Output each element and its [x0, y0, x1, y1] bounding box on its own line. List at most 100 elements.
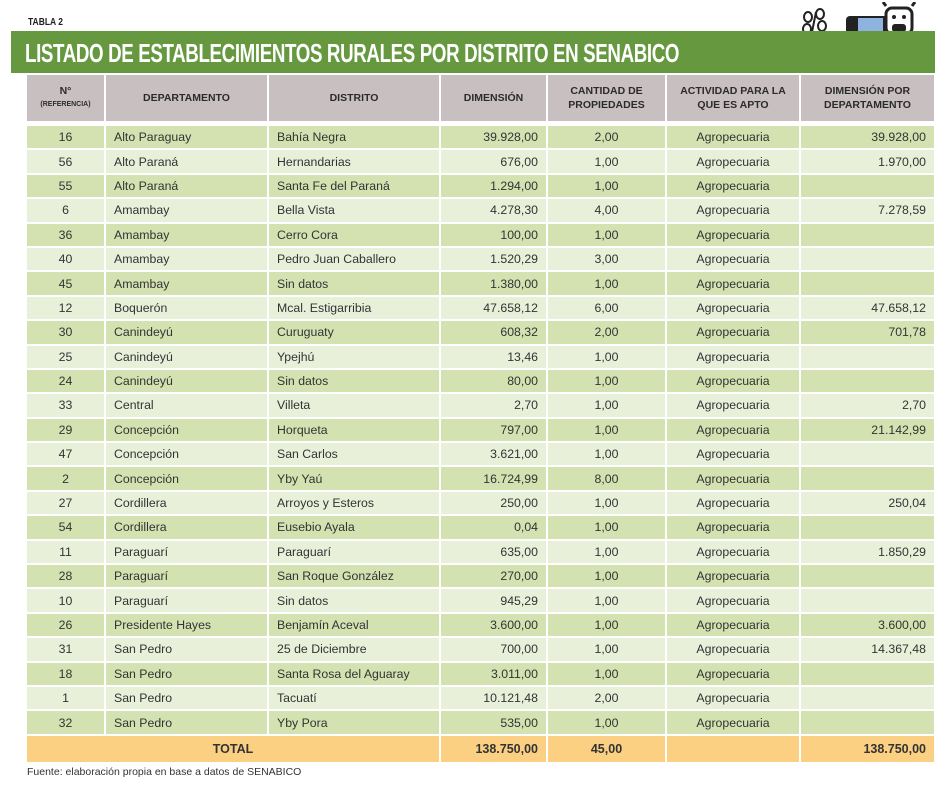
- cell-dimension: 2,70: [440, 392, 548, 418]
- cell-ref-number: 27: [27, 489, 106, 516]
- cell-dim-depto: [800, 245, 936, 272]
- cell-actividad: Agropecuaria: [666, 221, 801, 247]
- cell-actividad: Agropecuaria: [666, 392, 801, 418]
- table-label: TABLA 2: [28, 17, 63, 28]
- cell-ref-number: 54: [27, 514, 106, 540]
- cell-ref-number: 1: [27, 684, 106, 711]
- cell-dim-depto: [800, 270, 936, 296]
- cell-dimension: 3.011,00: [440, 660, 548, 686]
- cell-dim-depto: [800, 367, 936, 394]
- cell-actividad: Agropecuaria: [666, 563, 801, 589]
- cell-departamento: Cordillera: [105, 489, 269, 516]
- cell-cantidad: 1,00: [547, 221, 667, 247]
- cell-dimension: 47.658,12: [440, 294, 548, 321]
- cell-actividad: Agropecuaria: [666, 245, 801, 272]
- cell-dimension: 250,00: [440, 489, 548, 516]
- cell-dimension: 10.121,48: [440, 684, 548, 711]
- table-row: 30 Canindeyú Curuguaty 608,32 2,00 Agropecuar…: [27, 319, 936, 345]
- total-empty: [666, 733, 801, 762]
- cell-dim-depto: [800, 172, 936, 199]
- cell-cantidad: 1,00: [547, 660, 667, 686]
- cell-dimension: 535,00: [440, 709, 548, 735]
- cell-dimension: 797,00: [440, 416, 548, 443]
- cell-actividad: Agropecuaria: [666, 123, 801, 150]
- cell-dim-depto: 47.658,12: [800, 294, 936, 321]
- cell-actividad: Agropecuaria: [666, 684, 801, 711]
- cell-departamento: Concepción: [105, 465, 269, 491]
- cell-ref-number: 25: [27, 343, 106, 369]
- cell-distrito: Sin datos: [268, 270, 441, 296]
- cell-distrito: Benjamín Aceval: [268, 611, 441, 638]
- table-row: 55 Alto Paraná Santa Fe del Paraná 1.294,00…: [27, 172, 936, 199]
- cell-actividad: Agropecuaria: [666, 538, 801, 565]
- cell-distrito: San Carlos: [268, 441, 441, 467]
- cell-cantidad: 2,00: [547, 319, 667, 345]
- cell-dimension: 3.600,00: [440, 611, 548, 638]
- cell-actividad: Agropecuaria: [666, 489, 801, 516]
- cell-cantidad: 1,00: [547, 441, 667, 467]
- cell-cantidad: 1,00: [547, 416, 667, 443]
- table-row: 56 Alto Paraná Hernandarias 676,00 1,00 Agrop…: [27, 148, 936, 174]
- cell-actividad: Agropecuaria: [666, 514, 801, 540]
- header-distrito: DISTRITO: [268, 75, 441, 121]
- title-banner: LISTADO DE ESTABLECIMIENTOS RURALES POR …: [11, 31, 935, 73]
- cell-dim-depto: 1.850,29: [800, 538, 936, 565]
- cell-dim-depto: 39.928,00: [800, 123, 936, 150]
- cell-actividad: Agropecuaria: [666, 709, 801, 735]
- cell-distrito: Villeta: [268, 392, 441, 418]
- cell-departamento: San Pedro: [105, 660, 269, 686]
- cell-actividad: Agropecuaria: [666, 270, 801, 296]
- establishments-table: N° (REFERENCIA) DEPARTAMENTO DISTRITO DIM…: [27, 75, 936, 762]
- source-note: Fuente: elaboración propia en base a dat…: [27, 766, 302, 778]
- cell-cantidad: 1,00: [547, 538, 667, 565]
- cell-departamento: Amambay: [105, 221, 269, 247]
- cell-ref-number: 47: [27, 441, 106, 467]
- cell-cantidad: 1,00: [547, 343, 667, 369]
- total-dimension: 138.750,00: [440, 733, 548, 762]
- cell-dim-depto: 701,78: [800, 319, 936, 345]
- cell-distrito: Yby Pora: [268, 709, 441, 735]
- cell-actividad: Agropecuaria: [666, 611, 801, 638]
- cell-dimension: 270,00: [440, 563, 548, 589]
- header-n: N° (REFERENCIA): [27, 75, 106, 121]
- cell-departamento: Concepción: [105, 416, 269, 443]
- cell-departamento: Alto Paraguay: [105, 123, 269, 150]
- cell-actividad: Agropecuaria: [666, 587, 801, 613]
- cell-distrito: Bahía Negra: [268, 123, 441, 150]
- cell-cantidad: 1,00: [547, 148, 667, 174]
- cell-dimension: 13,46: [440, 343, 548, 369]
- cell-cantidad: 1,00: [547, 587, 667, 613]
- cell-departamento: Alto Paraná: [105, 172, 269, 199]
- cell-ref-number: 18: [27, 660, 106, 686]
- cell-actividad: Agropecuaria: [666, 148, 801, 174]
- cell-departamento: Paraguarí: [105, 587, 269, 613]
- cell-departamento: Canindeyú: [105, 343, 269, 369]
- cell-departamento: Presidente Hayes: [105, 611, 269, 638]
- cell-distrito: Sin datos: [268, 587, 441, 613]
- cell-departamento: San Pedro: [105, 684, 269, 711]
- cell-cantidad: 1,00: [547, 172, 667, 199]
- cell-cantidad: 1,00: [547, 367, 667, 394]
- cell-dim-depto: 1.970,00: [800, 148, 936, 174]
- cell-ref-number: 31: [27, 636, 106, 662]
- cell-actividad: Agropecuaria: [666, 441, 801, 467]
- cell-distrito: Eusebio Ayala: [268, 514, 441, 540]
- cell-actividad: Agropecuaria: [666, 319, 801, 345]
- cell-departamento: Amambay: [105, 245, 269, 272]
- cell-ref-number: 32: [27, 709, 106, 735]
- cell-cantidad: 1,00: [547, 514, 667, 540]
- table-row: 10 Paraguarí Sin datos 945,29 1,00 Agropecuar…: [27, 587, 936, 613]
- cell-distrito: Yby Yaú: [268, 465, 441, 491]
- cell-dim-depto: [800, 343, 936, 369]
- cell-dimension: 945,29: [440, 587, 548, 613]
- cell-distrito: Ypejhú: [268, 343, 441, 369]
- cell-ref-number: 55: [27, 172, 106, 199]
- cell-departamento: Central: [105, 392, 269, 418]
- cell-dim-depto: 14.367,48: [800, 636, 936, 662]
- cell-dim-depto: [800, 514, 936, 540]
- table-row: 27 Cordillera Arroyos y Esteros 250,00 1,00 A…: [27, 489, 936, 516]
- cell-dimension: 100,00: [440, 221, 548, 247]
- cell-cantidad: 1,00: [547, 392, 667, 418]
- cell-cantidad: 2,00: [547, 123, 667, 150]
- cell-ref-number: 11: [27, 538, 106, 565]
